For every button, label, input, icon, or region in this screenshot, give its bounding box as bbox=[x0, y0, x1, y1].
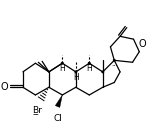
Text: H: H bbox=[73, 73, 79, 82]
Text: H: H bbox=[59, 63, 65, 73]
Text: ···: ··· bbox=[111, 63, 118, 69]
Circle shape bbox=[102, 71, 103, 73]
Circle shape bbox=[62, 63, 63, 64]
Text: O: O bbox=[138, 39, 146, 49]
Text: O: O bbox=[1, 82, 8, 92]
Text: B̲r: B̲r bbox=[32, 106, 42, 115]
Polygon shape bbox=[55, 95, 62, 108]
Circle shape bbox=[114, 60, 115, 61]
Text: H̅: H̅ bbox=[86, 63, 92, 73]
Circle shape bbox=[88, 63, 90, 64]
Circle shape bbox=[75, 71, 77, 73]
Text: Cl: Cl bbox=[53, 114, 62, 123]
